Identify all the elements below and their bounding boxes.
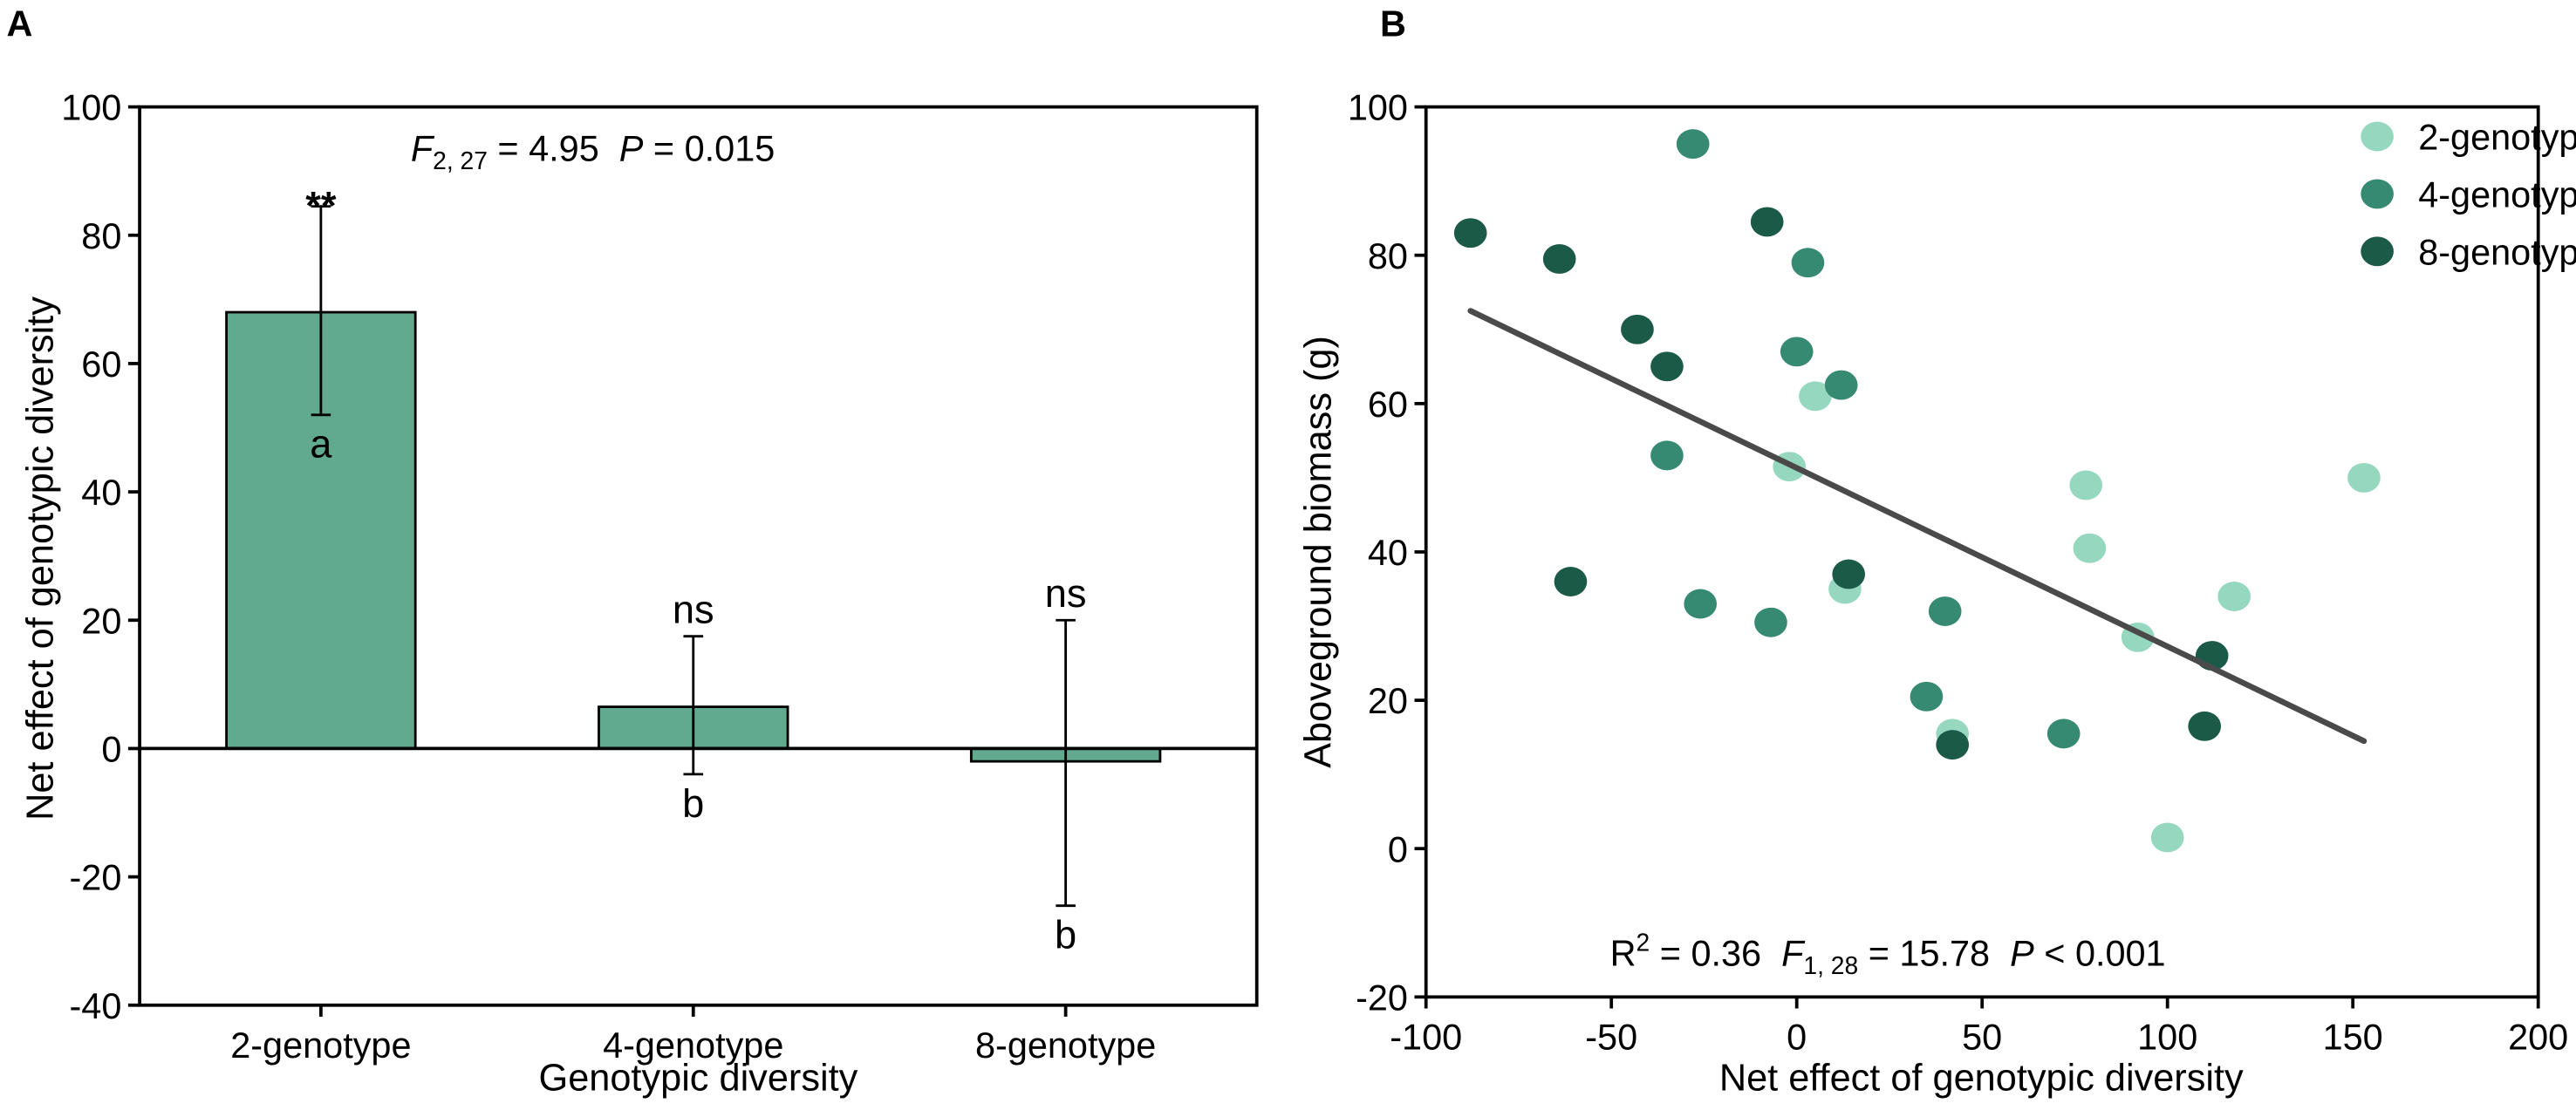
- legend-marker: [2361, 179, 2394, 209]
- scatter-point-4-genotype: [1928, 596, 1962, 626]
- y-tick-label: 60: [81, 344, 121, 385]
- significance-label: ns: [673, 588, 714, 632]
- scatter-point-2-genotype: [2073, 533, 2107, 563]
- group-letter: a: [310, 422, 332, 467]
- significance-label: ns: [1045, 571, 1087, 616]
- y-tick-label: -20: [1356, 977, 1408, 1018]
- anova-stats: F2, 27 = 4.95 P = 0.015: [411, 128, 775, 174]
- scatter-point-4-genotype: [1754, 607, 1787, 637]
- scatter-chart-panel: R2 = 0.36 F1, 28 = 15.78 P < 0.001 Net e…: [1297, 87, 2576, 1100]
- scatter-point-8-genotype: [2188, 711, 2222, 741]
- legend-marker: [2361, 236, 2394, 267]
- y-tick-label: 40: [1368, 532, 1408, 573]
- y-tick-label: 100: [1348, 87, 1408, 128]
- y-tick-label: 20: [1368, 680, 1408, 721]
- scatter-point-4-genotype: [1684, 589, 1718, 619]
- legend-marker: [2361, 121, 2394, 152]
- x-tick-label: 200: [2508, 1017, 2568, 1058]
- scatter-point-4-genotype: [1650, 440, 1684, 471]
- y-tick-label: 80: [81, 215, 121, 256]
- y-tick-label: -20: [69, 857, 121, 898]
- x-tick-label: 150: [2323, 1017, 2383, 1058]
- scatter-point-2-genotype: [2217, 582, 2251, 611]
- y-tick-label: 40: [81, 472, 121, 513]
- scatter-point-4-genotype: [1676, 129, 1710, 160]
- x-tick-label: 2-genotype: [230, 1025, 411, 1066]
- scatter-point-4-genotype: [1780, 337, 1814, 367]
- x-tick-label: -100: [1390, 1017, 1462, 1058]
- x-axis-title: Net effect of genotypic diversity: [1719, 1058, 2244, 1100]
- scatter-point-8-genotype: [1453, 218, 1487, 249]
- x-tick-label: 0: [1787, 1017, 1807, 1058]
- panel-label-a: A: [7, 3, 33, 44]
- scatter-point-2-genotype: [2150, 822, 2184, 853]
- x-tick-label: 4-genotype: [603, 1025, 783, 1066]
- bar-chart-panel: F2, 27 = 4.95 P = 0.015 Genotypic divers…: [19, 87, 1259, 1100]
- scatter-point-8-genotype: [1650, 351, 1684, 382]
- y-axis-title: Aboveground biomass (g): [1297, 336, 1339, 768]
- y-axis-title: Net effect of genotypic diversity: [19, 296, 61, 821]
- scatter-point-8-genotype: [1542, 244, 1576, 274]
- scatter-point-8-genotype: [1750, 207, 1784, 237]
- legend-label: 2-genotype: [2418, 117, 2576, 158]
- plot-frame: [138, 105, 1259, 1007]
- scatter-point-4-genotype: [1824, 370, 1858, 400]
- scatter-point-2-genotype: [2347, 462, 2381, 493]
- x-axis-title: Genotypic diversity: [539, 1058, 858, 1100]
- group-letter: b: [682, 781, 704, 826]
- scatter-point-8-genotype: [1832, 559, 1866, 589]
- scatter-point-4-genotype: [1791, 248, 1825, 278]
- scatter-point-4-genotype: [1910, 681, 1944, 712]
- y-tick-label: 0: [101, 728, 121, 769]
- y-tick-label: -40: [69, 985, 121, 1026]
- x-tick-label: 100: [2137, 1017, 2197, 1058]
- regression-line: [1467, 308, 2368, 745]
- panel-label-b: B: [1380, 3, 1406, 44]
- legend-label: 8-genotype: [2418, 231, 2576, 272]
- x-tick-label: -50: [1585, 1017, 1637, 1058]
- y-tick-label: 80: [1368, 235, 1408, 276]
- y-tick-label: 0: [1388, 828, 1408, 869]
- y-tick-label: 60: [1368, 384, 1408, 425]
- y-tick-label: 20: [81, 600, 121, 641]
- scatter-point-8-genotype: [1936, 730, 1970, 760]
- x-tick-label: 8-genotype: [975, 1025, 1156, 1066]
- significance-label: **: [305, 184, 337, 228]
- scatter-point-2-genotype: [2069, 470, 2103, 501]
- scatter-point-8-genotype: [1621, 314, 1654, 344]
- scatter-point-2-genotype: [1799, 381, 1832, 412]
- x-tick-label: 50: [1962, 1017, 2002, 1058]
- group-letter: b: [1055, 913, 1076, 957]
- scatter-point-4-genotype: [2046, 719, 2081, 749]
- legend-label: 4-genotype: [2418, 174, 2576, 215]
- scatter-point-8-genotype: [1554, 567, 1588, 596]
- regression-stats: R2 = 0.36 F1, 28 = 15.78 P < 0.001: [1610, 929, 2166, 979]
- y-tick-label: 100: [61, 87, 121, 128]
